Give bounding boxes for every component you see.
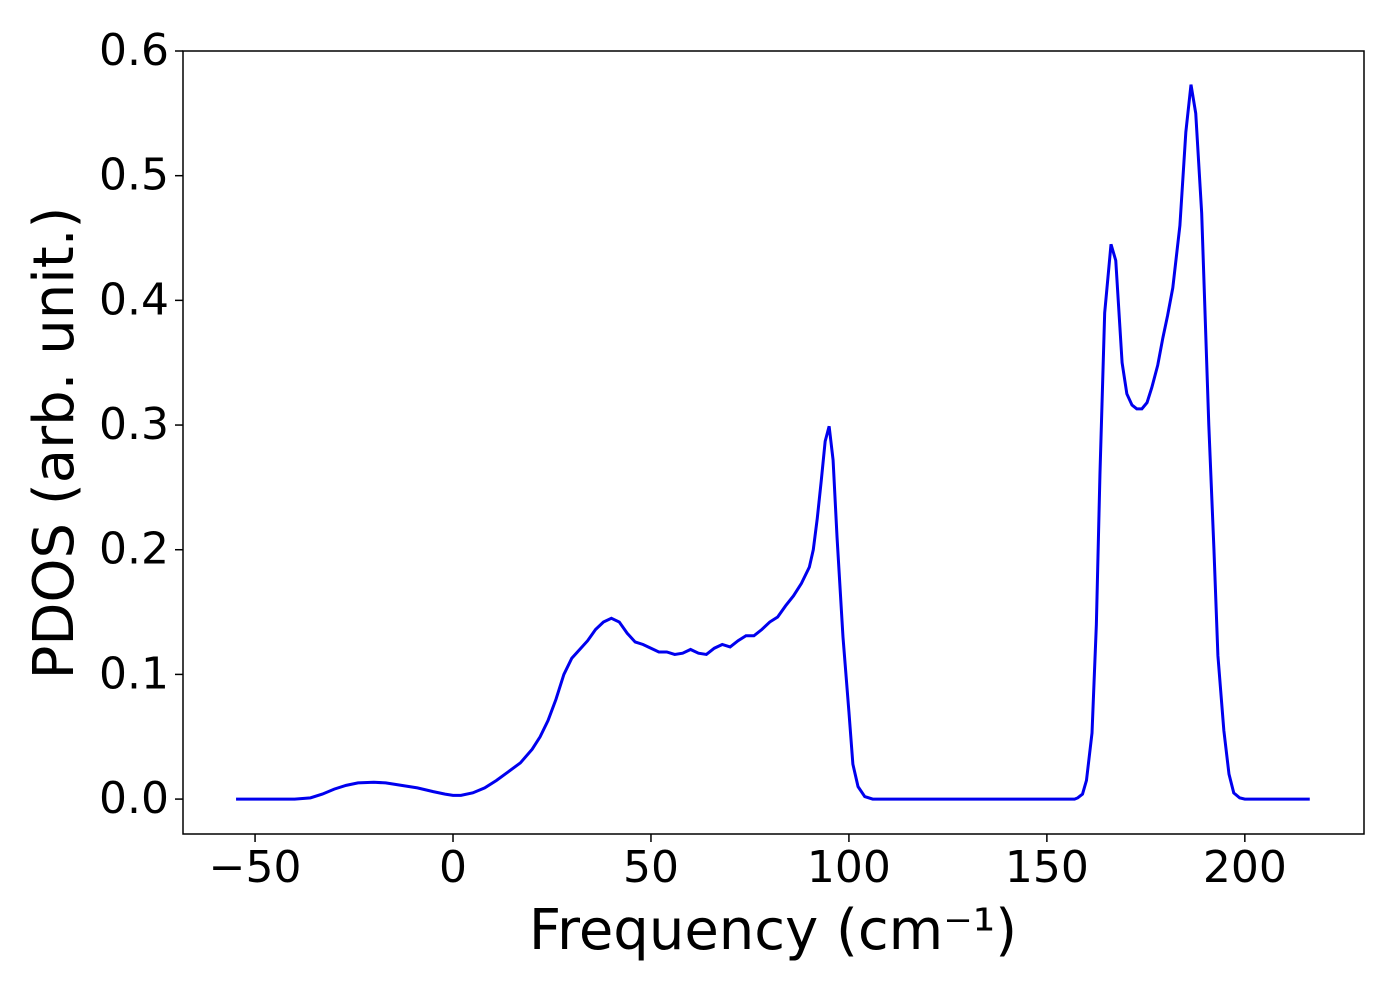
x-tick-label: 50 bbox=[623, 842, 679, 893]
x-axis-label: Frequency (cm⁻¹) bbox=[529, 898, 1017, 963]
y-tick-label: 0.2 bbox=[99, 524, 169, 575]
y-tick-label: 0.6 bbox=[99, 25, 169, 76]
y-axis-label: PDOS (arb. unit.) bbox=[22, 207, 87, 680]
x-tick-label: 150 bbox=[1005, 842, 1089, 893]
x-tick-label: 0 bbox=[439, 842, 467, 893]
data-line bbox=[236, 84, 1310, 801]
x-tick-label: 100 bbox=[807, 842, 891, 893]
y-tick-label: 0.0 bbox=[99, 773, 169, 824]
x-tick-label: −50 bbox=[209, 842, 302, 893]
plot-frame bbox=[182, 50, 1365, 835]
y-tick-label: 0.4 bbox=[99, 274, 169, 325]
y-tick-label: 0.5 bbox=[99, 150, 169, 201]
y-tick-label: 0.3 bbox=[99, 399, 169, 450]
y-tick-label: 0.1 bbox=[99, 648, 169, 699]
x-tick-label: 200 bbox=[1203, 842, 1287, 893]
